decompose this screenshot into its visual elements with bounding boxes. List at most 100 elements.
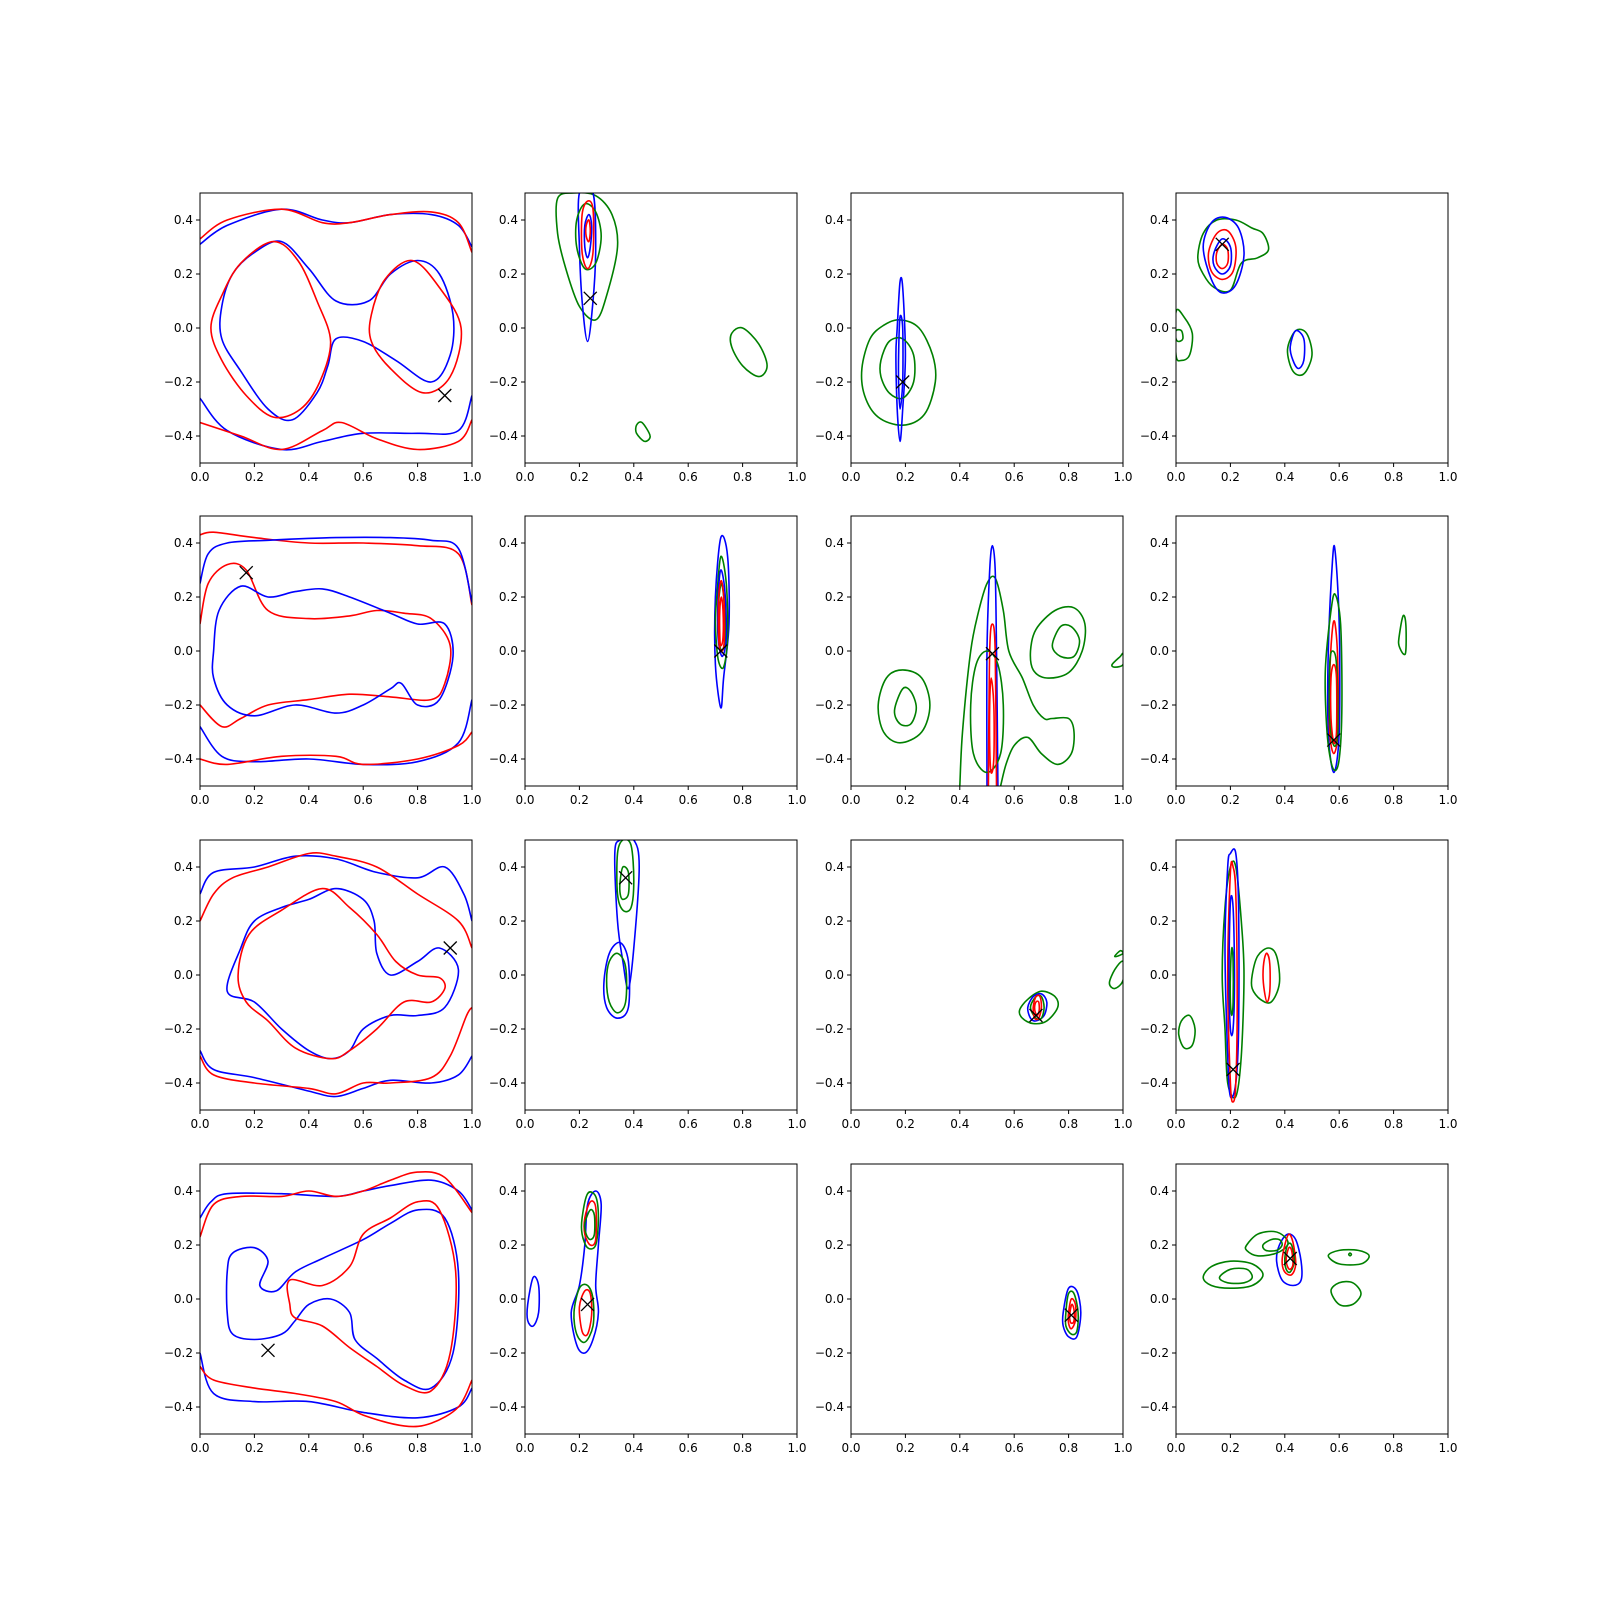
y-tick-label: 0.0 (499, 321, 518, 335)
x-tick-label: 0.8 (1059, 793, 1078, 807)
red-contour-line (717, 579, 726, 653)
x-tick-label: 0.4 (624, 1117, 643, 1131)
x-tick-label: 0.2 (1221, 1441, 1240, 1455)
green-contour-line (877, 669, 931, 744)
x-tick-label: 0.6 (679, 1117, 698, 1131)
y-tick-label: 0.0 (1150, 321, 1169, 335)
y-tick-label: −0.4 (164, 1076, 193, 1090)
contour-lines (713, 534, 731, 709)
y-tick-label: 0.0 (825, 1292, 844, 1306)
red-contour-line (718, 596, 725, 647)
contour-lines (200, 531, 472, 766)
y-tick-label: 0.2 (825, 267, 844, 281)
y-tick-label: −0.4 (815, 1400, 844, 1414)
red-contour-line (585, 219, 592, 243)
x-tick-label: 1.0 (1113, 470, 1132, 484)
y-tick-label: 0.4 (499, 1184, 518, 1198)
subplot-r2-c3: 0.0 0.2 0.4 0.6 0.8 1.0 −0.4 −0.2 0.0 0.2 0.4 (815, 515, 1133, 807)
subplot-r2-c2: 0.0 0.2 0.4 0.6 0.8 1.0 −0.4 −0.2 0.0 0.2 0.4 (489, 515, 807, 807)
y-tick-label: 0.0 (499, 968, 518, 982)
red-contour-line (286, 1199, 458, 1394)
y-tick-label: 0.0 (174, 968, 193, 982)
y-tick-label: 0.2 (1150, 590, 1169, 604)
green-contour-line (959, 575, 1075, 786)
subplot-r3-c2: 0.0 0.2 0.4 0.6 0.8 1.0 −0.4 −0.2 0.0 0.2 0.4 (489, 839, 807, 1131)
y-tick-label: 0.4 (825, 1184, 844, 1198)
x-tick-label: 1.0 (462, 793, 481, 807)
blue-contour-line (219, 240, 455, 422)
x-marker (580, 1297, 595, 1312)
x-tick-label: 0.8 (1059, 1441, 1078, 1455)
x-tick-label: 0.6 (1005, 793, 1024, 807)
x-tick-label: 0.0 (1166, 793, 1185, 807)
blue-contour-line (200, 1352, 472, 1419)
red-contour-line (1032, 994, 1043, 1021)
x-tick-label: 1.0 (462, 470, 481, 484)
red-contour-line (200, 731, 472, 766)
y-tick-label: 0.0 (825, 644, 844, 658)
y-tick-label: −0.4 (489, 429, 518, 443)
red-contour-line (1068, 1303, 1076, 1325)
y-tick-label: 0.4 (174, 860, 193, 874)
x-marker (1226, 1062, 1241, 1077)
contour-lines (1177, 848, 1281, 1103)
y-tick-label: −0.4 (1140, 1400, 1169, 1414)
x-tick-label: 0.8 (1384, 793, 1403, 807)
y-tick-label: −0.4 (1140, 1076, 1169, 1090)
green-contour-line (1051, 623, 1081, 659)
x-tick-label: 0.2 (896, 1441, 915, 1455)
y-tick-label: 0.2 (1150, 914, 1169, 928)
y-tick-label: −0.4 (164, 429, 193, 443)
contour-lines (602, 840, 640, 1019)
x-tick-label: 0.4 (1275, 1441, 1294, 1455)
x-tick-label: 0.2 (245, 470, 264, 484)
x-tick-label: 0.4 (299, 793, 318, 807)
y-tick-label: 0.4 (825, 860, 844, 874)
x-tick-label: 0.0 (515, 1441, 534, 1455)
y-tick-label: −0.4 (164, 752, 193, 766)
y-tick-label: 0.0 (174, 321, 193, 335)
y-tick-label: 0.0 (174, 644, 193, 658)
red-contour-line (200, 208, 472, 253)
x-tick-label: 0.2 (245, 1117, 264, 1131)
green-contour-line (1202, 1260, 1264, 1289)
red-contour-line (200, 1365, 472, 1428)
red-contour-line (210, 240, 332, 419)
x-tick-label: 0.6 (354, 793, 373, 807)
x-tick-label: 0.0 (841, 1441, 860, 1455)
subplot-r2-c1: 0.0 0.2 0.4 0.6 0.8 1.0 −0.4 −0.2 0.0 0.2 0.4 (164, 515, 482, 807)
y-tick-label: 0.0 (825, 968, 844, 982)
x-tick-label: 0.4 (299, 470, 318, 484)
x-tick-label: 1.0 (787, 1441, 806, 1455)
blue-contour-line (526, 1275, 541, 1328)
red-contour-line (1067, 1297, 1077, 1330)
x-tick-label: 1.0 (1438, 470, 1457, 484)
green-contour-line (1111, 652, 1123, 668)
x-tick-label: 0.4 (624, 470, 643, 484)
x-tick-label: 1.0 (1438, 1117, 1457, 1131)
red-contour-line (200, 1170, 472, 1238)
y-tick-label: 0.0 (1150, 1292, 1169, 1306)
y-tick-label: −0.2 (489, 1022, 518, 1036)
x-tick-label: 0.8 (408, 470, 427, 484)
red-contour-line (1329, 663, 1338, 745)
x-tick-label: 1.0 (462, 1441, 481, 1455)
green-contour-line (1250, 947, 1281, 1004)
x-tick-label: 0.4 (624, 793, 643, 807)
y-tick-label: 0.2 (825, 1238, 844, 1252)
y-tick-label: 0.4 (499, 860, 518, 874)
x-tick-label: 0.2 (1221, 1117, 1240, 1131)
x-tick-label: 0.8 (1384, 1441, 1403, 1455)
green-contour-line (893, 686, 918, 727)
y-tick-label: 0.2 (499, 267, 518, 281)
y-tick-label: 0.2 (1150, 267, 1169, 281)
x-tick-label: 0.0 (515, 793, 534, 807)
red-contour-line (1262, 952, 1271, 1003)
subplot-r1-c1: 0.0 0.2 0.4 0.6 0.8 1.0 −0.4 −0.2 0.0 0.2 0.4 (164, 192, 482, 484)
x-tick-label: 0.4 (950, 793, 969, 807)
x-marker (985, 646, 1000, 661)
x-marker (895, 375, 910, 389)
green-contour-line (1029, 605, 1087, 679)
contour-lines (200, 208, 472, 451)
